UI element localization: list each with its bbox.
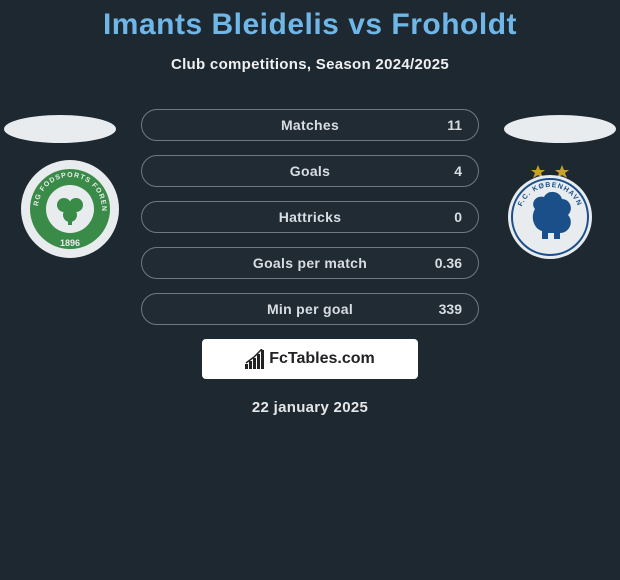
stat-row-matches: Matches 11 bbox=[141, 109, 479, 141]
stat-value: 0.36 bbox=[435, 255, 462, 271]
stat-label: Matches bbox=[281, 117, 339, 133]
left-ellipse bbox=[4, 115, 116, 143]
svg-text:1896: 1896 bbox=[60, 238, 80, 248]
comparison-subtitle: Club competitions, Season 2024/2025 bbox=[0, 56, 620, 73]
stat-row-goals-per-match: Goals per match 0.36 bbox=[141, 247, 479, 279]
stat-label: Min per goal bbox=[267, 301, 353, 317]
comparison-title: Imants Bleidelis vs Froholdt bbox=[0, 0, 620, 42]
brand-text: FcTables.com bbox=[269, 350, 375, 368]
right-club-badge: F.C. KØBENHAVN bbox=[500, 159, 600, 259]
stat-value: 11 bbox=[447, 117, 462, 133]
right-ellipse bbox=[504, 115, 616, 143]
stat-row-goals: Goals 4 bbox=[141, 155, 479, 187]
viborg-badge-icon: VIBORG FODSPORTS FORENING 1896 bbox=[20, 159, 120, 259]
stat-value: 0 bbox=[454, 209, 462, 225]
stat-label: Hattricks bbox=[279, 209, 342, 225]
stat-row-min-per-goal: Min per goal 339 bbox=[141, 293, 479, 325]
comparison-body: VIBORG FODSPORTS FORENING 1896 F.C. KØBE… bbox=[0, 101, 620, 441]
date-line: 22 january 2025 bbox=[0, 399, 620, 416]
stat-value: 339 bbox=[439, 301, 462, 317]
stats-list: Matches 11 Goals 4 Hattricks 0 Goals per… bbox=[141, 101, 479, 325]
stat-label: Goals per match bbox=[253, 255, 367, 271]
stat-row-hattricks: Hattricks 0 bbox=[141, 201, 479, 233]
left-club-badge: VIBORG FODSPORTS FORENING 1896 bbox=[20, 159, 120, 259]
stat-value: 4 bbox=[454, 163, 462, 179]
bar-chart-icon bbox=[245, 349, 267, 369]
fctables-brand[interactable]: FcTables.com bbox=[202, 339, 418, 379]
fck-badge-icon: F.C. KØBENHAVN bbox=[500, 159, 600, 259]
stat-label: Goals bbox=[290, 163, 330, 179]
